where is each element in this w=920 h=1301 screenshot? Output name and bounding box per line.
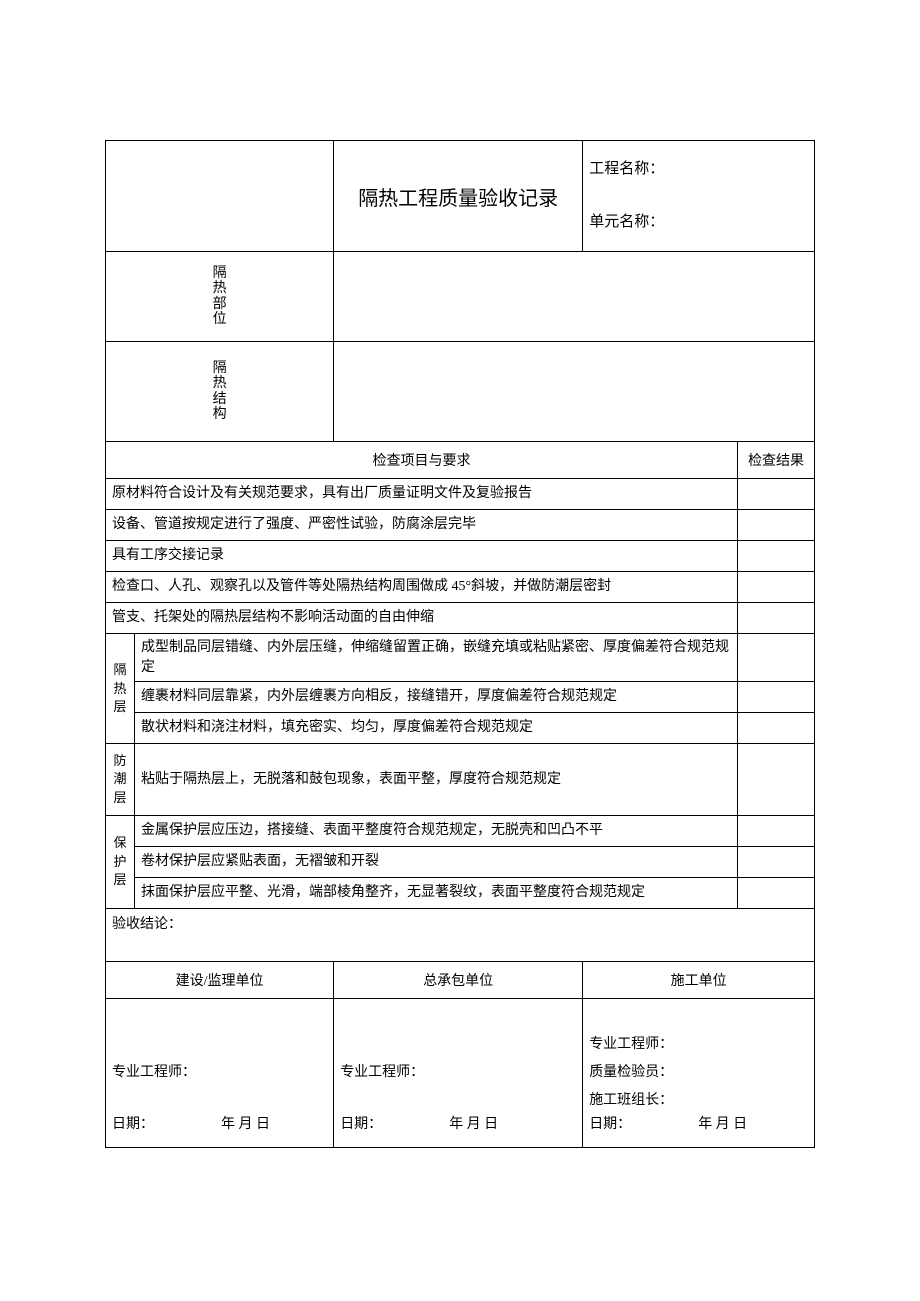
date-label: 日期： [589,1117,631,1132]
sig-block-3[interactable]: 专业工程师： 质量检验员： 施工班组长： 日期： 年 月 日 [583,998,815,1147]
insulation-position-value[interactable] [334,252,815,342]
insulation-layer-label: 隔热层 [106,634,135,744]
item-result[interactable] [738,744,815,816]
item-text: 管支、托架处的隔热层结构不影响活动面的自由伸缩 [106,603,738,634]
header-right: 工程名称： 单元名称： [583,141,815,252]
insulation-structure-row: 隔热结构 [106,342,815,442]
item-result[interactable] [738,510,815,541]
qc-label: 质量检验员： [589,1059,808,1087]
moisture-layer-label: 防潮层 [106,744,135,816]
conclusion-label: 验收结论： [112,917,182,932]
sig-col1-header: 建设/监理单位 [106,961,334,998]
item-text: 检查口、人孔、观察孔以及管件等处隔热结构周围做成 45°斜坡，并做防潮层密封 [106,572,738,603]
date-ymd: 年 月 日 [221,1117,270,1132]
item-row-2: 设备、管道按规定进行了强度、严密性试验，防腐涂层完毕 [106,510,815,541]
engineer-label: 专业工程师： [112,1059,327,1087]
date-line-3: 日期： 年 月 日 [589,1111,808,1139]
conclusion-cell[interactable]: 验收结论： [106,908,815,961]
item-row-5: 管支、托架处的隔热层结构不影响活动面的自由伸缩 [106,603,815,634]
item-row-1: 原材料符合设计及有关规范要求，具有出厂质量证明文件及复验报告 [106,479,815,510]
item-result[interactable] [738,603,815,634]
item-text: 具有工序交接记录 [106,541,738,572]
protective-layer-label: 保护层 [106,815,135,908]
item-result[interactable] [738,572,815,603]
protective-layer-row-a: 保护层 金属保护层应压边，搭接缝、表面平整度符合规范规定，无脱壳和凹凸不平 [106,815,815,846]
item-result[interactable] [738,541,815,572]
unit-name-label: 单元名称： [589,206,808,239]
project-name-label: 工程名称： [589,153,808,186]
conclusion-row: 验收结论： [106,908,815,961]
sig-col2-header: 总承包单位 [334,961,583,998]
insulation-position-label: 隔热部位 [106,252,334,342]
moisture-layer-row-a: 防潮层 粘贴于隔热层上，无脱落和鼓包现象，表面平整，厚度符合规范规定 [106,744,815,816]
item-text: 缠裹材料同层靠紧，内外层缠裹方向相反，接缝错开，厚度偏差符合规范规定 [135,682,738,713]
page: 隔热工程质量验收记录 工程名称： 单元名称： 隔热部位 隔热结构 检查项目与要求… [0,0,920,1301]
item-text: 金属保护层应压边，搭接缝、表面平整度符合规范规定，无脱壳和凹凸不平 [135,815,738,846]
check-header-row: 检查项目与要求 检查结果 [106,442,815,479]
item-text: 散状材料和浇注材料，填充密实、均匀，厚度偏差符合规范规定 [135,713,738,744]
insulation-layer-row-b: 缠裹材料同层靠紧，内外层缠裹方向相反，接缝错开，厚度偏差符合规范规定 [106,682,815,713]
item-result[interactable] [738,815,815,846]
item-text: 设备、管道按规定进行了强度、严密性试验，防腐涂层完毕 [106,510,738,541]
check-items-header: 检查项目与要求 [106,442,738,479]
form-table: 隔热工程质量验收记录 工程名称： 单元名称： 隔热部位 隔热结构 检查项目与要求… [105,140,815,1148]
check-result-header: 检查结果 [738,442,815,479]
protective-layer-row-c: 抹面保护层应平整、光滑，端部棱角整齐，无显著裂纹，表面平整度符合规范规定 [106,877,815,908]
item-row-3: 具有工序交接记录 [106,541,815,572]
insulation-structure-value[interactable] [334,342,815,442]
item-text: 卷材保护层应紧贴表面，无褶皱和开裂 [135,846,738,877]
date-label: 日期： [112,1117,154,1132]
item-text: 抹面保护层应平整、光滑，端部棱角整齐，无显著裂纹，表面平整度符合规范规定 [135,877,738,908]
header-blank [106,141,334,252]
item-text: 原材料符合设计及有关规范要求，具有出厂质量证明文件及复验报告 [106,479,738,510]
insulation-layer-row-a: 隔热层 成型制品同层错缝、内外层压缝，伸缩缝留置正确，嵌缝充填或粘贴紧密、厚度偏… [106,634,815,682]
vlabel-text: 隔热部位 [112,266,327,328]
insulation-structure-label: 隔热结构 [106,342,334,442]
date-label: 日期： [340,1117,382,1132]
item-result[interactable] [738,479,815,510]
item-text: 粘贴于隔热层上，无脱落和鼓包现象，表面平整，厚度符合规范规定 [135,744,738,816]
insulation-position-row: 隔热部位 [106,252,815,342]
header-row: 隔热工程质量验收记录 工程名称： 单元名称： [106,141,815,252]
insulation-layer-row-c: 散状材料和浇注材料，填充密实、均匀，厚度偏差符合规范规定 [106,713,815,744]
engineer-label: 专业工程师： [589,1031,808,1059]
sig-block-1[interactable]: 专业工程师： 日期： 年 月 日 [106,998,334,1147]
item-result[interactable] [738,713,815,744]
item-row-4: 检查口、人孔、观察孔以及管件等处隔热结构周围做成 45°斜坡，并做防潮层密封 [106,572,815,603]
protective-layer-row-b: 卷材保护层应紧贴表面，无褶皱和开裂 [106,846,815,877]
form-title: 隔热工程质量验收记录 [334,141,583,252]
date-line-2: 日期： 年 月 日 [340,1111,576,1139]
item-result[interactable] [738,682,815,713]
item-result[interactable] [738,846,815,877]
sig-col3-header: 施工单位 [583,961,815,998]
signature-block-row: 专业工程师： 日期： 年 月 日 专业工程师： 日期： 年 月 日 专业工程师：… [106,998,815,1147]
date-ymd: 年 月 日 [698,1117,747,1132]
signature-header-row: 建设/监理单位 总承包单位 施工单位 [106,961,815,998]
date-line-1: 日期： 年 月 日 [112,1111,327,1139]
date-ymd: 年 月 日 [449,1117,498,1132]
item-result[interactable] [738,877,815,908]
engineer-label: 专业工程师： [340,1059,576,1087]
vlabel-text: 隔热结构 [112,361,327,423]
sig-block-2[interactable]: 专业工程师： 日期： 年 月 日 [334,998,583,1147]
item-result[interactable] [738,634,815,682]
item-text: 成型制品同层错缝、内外层压缝，伸缩缝留置正确，嵌缝充填或粘贴紧密、厚度偏差符合规… [135,634,738,682]
